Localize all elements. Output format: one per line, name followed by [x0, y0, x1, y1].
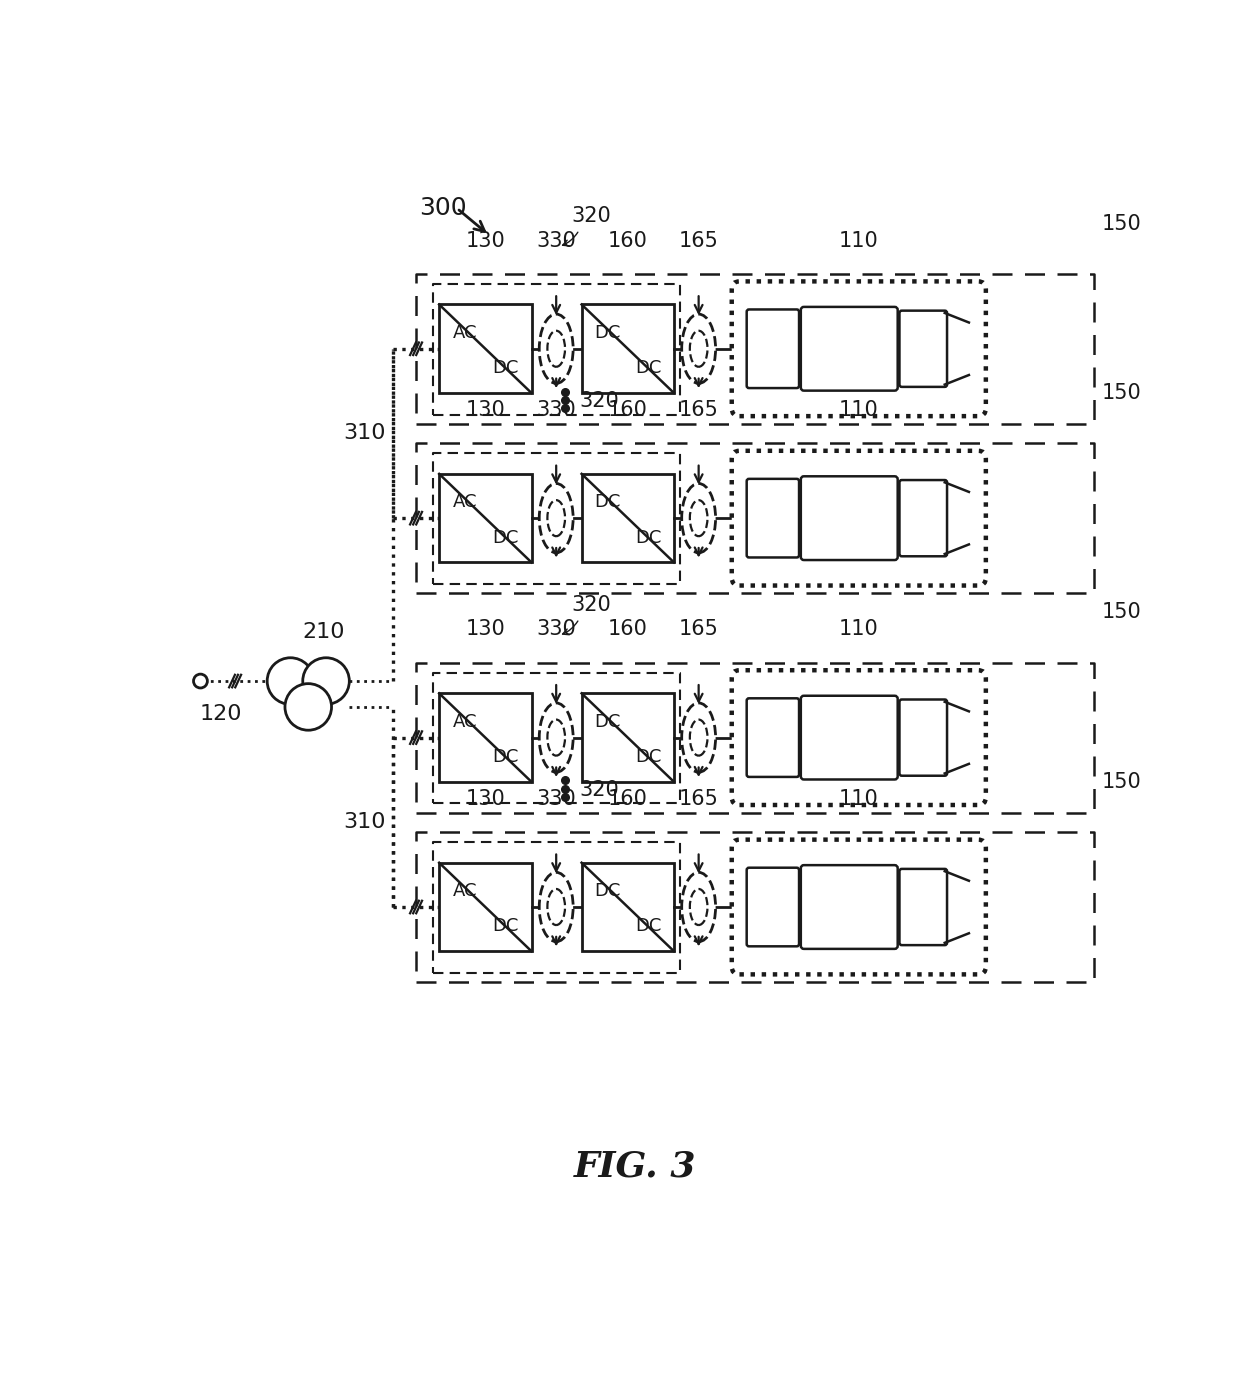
Text: 150: 150 — [1101, 213, 1141, 234]
Text: AC: AC — [453, 713, 477, 731]
Ellipse shape — [539, 872, 573, 941]
Bar — [582, 863, 675, 951]
Text: 110: 110 — [839, 400, 879, 420]
Text: AC: AC — [453, 493, 477, 512]
FancyBboxPatch shape — [746, 698, 799, 777]
FancyBboxPatch shape — [746, 310, 799, 388]
Circle shape — [267, 658, 314, 705]
Text: 165: 165 — [678, 400, 718, 420]
Text: DC: DC — [635, 359, 661, 377]
Text: DC: DC — [635, 749, 661, 766]
Ellipse shape — [689, 330, 708, 367]
Ellipse shape — [682, 483, 715, 553]
FancyBboxPatch shape — [801, 696, 898, 779]
Text: DC: DC — [594, 713, 621, 731]
Circle shape — [193, 674, 207, 688]
Text: 330: 330 — [537, 788, 577, 809]
FancyBboxPatch shape — [732, 670, 986, 805]
Text: FIG. 3: FIG. 3 — [574, 1150, 697, 1183]
Ellipse shape — [539, 483, 573, 553]
Text: 320: 320 — [570, 594, 611, 615]
Text: 160: 160 — [608, 788, 647, 809]
Text: 300: 300 — [419, 197, 466, 220]
FancyBboxPatch shape — [899, 480, 947, 556]
Circle shape — [285, 684, 331, 731]
Text: 110: 110 — [839, 231, 879, 250]
Text: 130: 130 — [465, 231, 505, 250]
Bar — [439, 304, 532, 394]
Text: 330: 330 — [537, 231, 577, 250]
FancyBboxPatch shape — [732, 451, 986, 586]
Text: DC: DC — [492, 918, 518, 936]
Ellipse shape — [547, 499, 565, 537]
Text: DC: DC — [594, 882, 621, 900]
FancyBboxPatch shape — [899, 699, 947, 776]
FancyBboxPatch shape — [746, 479, 799, 557]
Text: 310: 310 — [343, 424, 386, 443]
FancyBboxPatch shape — [746, 868, 799, 947]
Text: 320: 320 — [579, 391, 619, 411]
Text: 110: 110 — [839, 788, 879, 809]
FancyBboxPatch shape — [899, 311, 947, 387]
Text: 120: 120 — [200, 703, 243, 724]
Ellipse shape — [547, 889, 565, 925]
Bar — [582, 473, 675, 563]
Text: 130: 130 — [465, 400, 505, 420]
Text: 165: 165 — [678, 231, 718, 250]
Text: 320: 320 — [579, 780, 619, 799]
Text: AC: AC — [453, 882, 477, 900]
Text: 110: 110 — [839, 619, 879, 640]
Ellipse shape — [539, 314, 573, 384]
Text: 330: 330 — [537, 400, 577, 420]
Text: 150: 150 — [1101, 383, 1141, 403]
FancyBboxPatch shape — [801, 476, 898, 560]
Text: 330: 330 — [537, 619, 577, 640]
Bar — [439, 694, 532, 782]
Text: DC: DC — [492, 528, 518, 546]
Text: 160: 160 — [608, 231, 647, 250]
Text: 165: 165 — [678, 619, 718, 640]
Text: 160: 160 — [608, 400, 647, 420]
FancyBboxPatch shape — [801, 307, 898, 391]
Ellipse shape — [539, 703, 573, 772]
Bar — [582, 304, 675, 394]
Ellipse shape — [682, 703, 715, 772]
FancyBboxPatch shape — [899, 868, 947, 945]
Text: DC: DC — [492, 749, 518, 766]
Ellipse shape — [689, 889, 708, 925]
Ellipse shape — [547, 720, 565, 755]
Text: 150: 150 — [1101, 603, 1141, 622]
Ellipse shape — [682, 872, 715, 941]
FancyBboxPatch shape — [732, 281, 986, 416]
Text: DC: DC — [635, 918, 661, 936]
Text: 165: 165 — [678, 788, 718, 809]
Text: DC: DC — [635, 528, 661, 546]
Text: DC: DC — [594, 323, 621, 341]
Text: DC: DC — [492, 359, 518, 377]
Text: 130: 130 — [465, 619, 505, 640]
Circle shape — [303, 658, 350, 705]
Text: 320: 320 — [570, 206, 611, 226]
FancyBboxPatch shape — [801, 866, 898, 949]
Text: 160: 160 — [608, 619, 647, 640]
Text: 210: 210 — [303, 622, 345, 641]
Bar — [582, 694, 675, 782]
FancyBboxPatch shape — [732, 839, 986, 974]
Ellipse shape — [689, 720, 708, 755]
Text: DC: DC — [594, 493, 621, 512]
Ellipse shape — [547, 330, 565, 367]
Text: 130: 130 — [465, 788, 505, 809]
Text: 310: 310 — [343, 812, 386, 832]
Ellipse shape — [689, 499, 708, 537]
Text: AC: AC — [453, 323, 477, 341]
Bar — [439, 473, 532, 563]
Ellipse shape — [682, 314, 715, 384]
Bar — [439, 863, 532, 951]
Text: 150: 150 — [1101, 772, 1141, 793]
